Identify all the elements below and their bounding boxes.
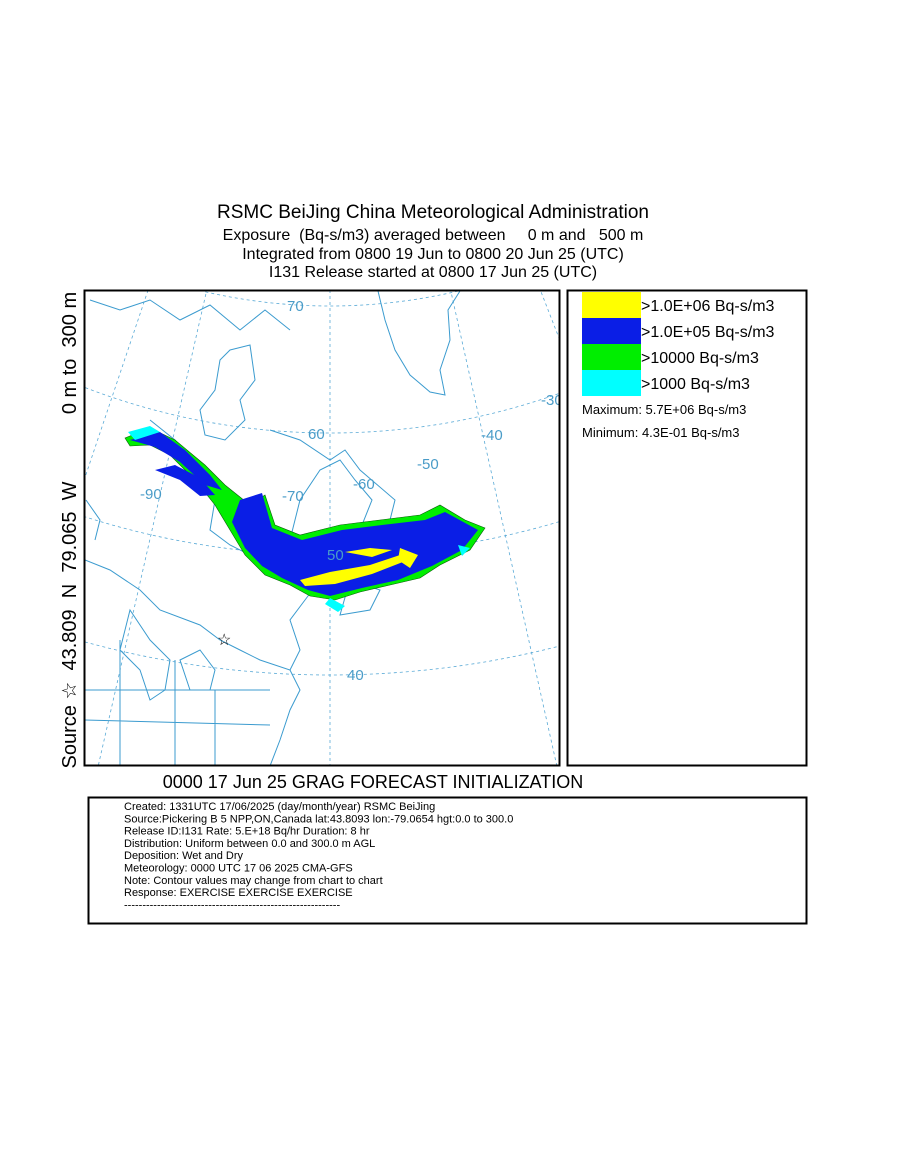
grid-label: 70 <box>287 298 304 315</box>
source-marker: ☆ <box>217 632 231 649</box>
info-line: Created: 1331UTC 17/06/2025 (day/month/y… <box>124 801 435 813</box>
legend-label: >1000 Bq-s/m3 <box>641 376 750 393</box>
info-line: Note: Contour values may change from cha… <box>124 875 383 887</box>
grid-label: 50 <box>327 547 344 564</box>
info-line: Source:Pickering B 5 NPP,ON,Canada lat:4… <box>124 813 513 825</box>
legend-maximum: Maximum: 5.7E+06 Bq-s/m3 <box>582 402 746 417</box>
grid-label: -40 <box>481 427 503 444</box>
info-line: ----------------------------------------… <box>124 899 340 911</box>
legend: >1.0E+06 Bq-s/m3 >1.0E+05 Bq-s/m3 >10000 B… <box>582 292 775 396</box>
grid-label: -90 <box>140 486 162 503</box>
plume <box>124 426 486 612</box>
grid-label: -30 <box>541 392 563 409</box>
graticule <box>85 291 559 765</box>
info-line: Response: EXERCISE EXERCISE EXERCISE <box>124 887 353 899</box>
legend-swatch <box>582 370 641 396</box>
info-frame <box>87 796 808 925</box>
legend-frame <box>566 289 808 767</box>
height-label: 0 m to 300 m <box>59 292 81 414</box>
title: RSMC BeiJing China Meteorological Admini… <box>217 202 649 223</box>
grid-label: -50 <box>417 456 439 473</box>
subtitle: I131 Release started at 0800 17 Jun 25 (… <box>269 264 597 281</box>
grid-label: -60 <box>353 476 375 493</box>
info-line: Distribution: Uniform between 0.0 and 30… <box>124 838 375 850</box>
map-frame <box>83 289 561 767</box>
subtitle: Integrated from 0800 19 Jun to 0800 20 J… <box>242 246 624 263</box>
subtitle: Exposure (Bq-s/m3) averaged between 0 m … <box>223 227 644 244</box>
footer: 0000 17 Jun 25 GRAG FORECAST INITIALIZAT… <box>163 772 583 792</box>
legend-swatch <box>582 344 641 370</box>
legend-swatch <box>582 292 641 318</box>
legend-label: >1.0E+05 Bq-s/m3 <box>641 324 775 341</box>
grid-labels: 70 -30 -40 60 -50 -60 -90 -70 50 40 <box>140 298 563 684</box>
grid-label: -70 <box>282 488 304 505</box>
info-line: Release ID:I131 Rate: 5.E+18 Bq/hr Durat… <box>124 826 370 838</box>
coastlines <box>85 291 461 765</box>
info-box: Created: 1331UTC 17/06/2025 (day/month/y… <box>124 801 513 911</box>
source-label: Source ☆ 43.809 N 79.065 W <box>59 481 81 768</box>
map: ☆ 70 -30 -40 60 -50 -60 -90 -70 50 40 <box>85 291 563 765</box>
info-line: Deposition: Wet and Dry <box>124 850 244 862</box>
grid-label: 40 <box>347 667 364 684</box>
legend-label: >1.0E+06 Bq-s/m3 <box>641 298 775 315</box>
legend-swatch <box>582 318 641 344</box>
info-line: Meteorology: 0000 UTC 17 06 2025 CMA-GFS <box>124 863 353 875</box>
legend-minimum: Minimum: 4.3E-01 Bq-s/m3 <box>582 425 740 440</box>
grid-label: 60 <box>308 426 325 443</box>
legend-label: >10000 Bq-s/m3 <box>641 350 759 367</box>
